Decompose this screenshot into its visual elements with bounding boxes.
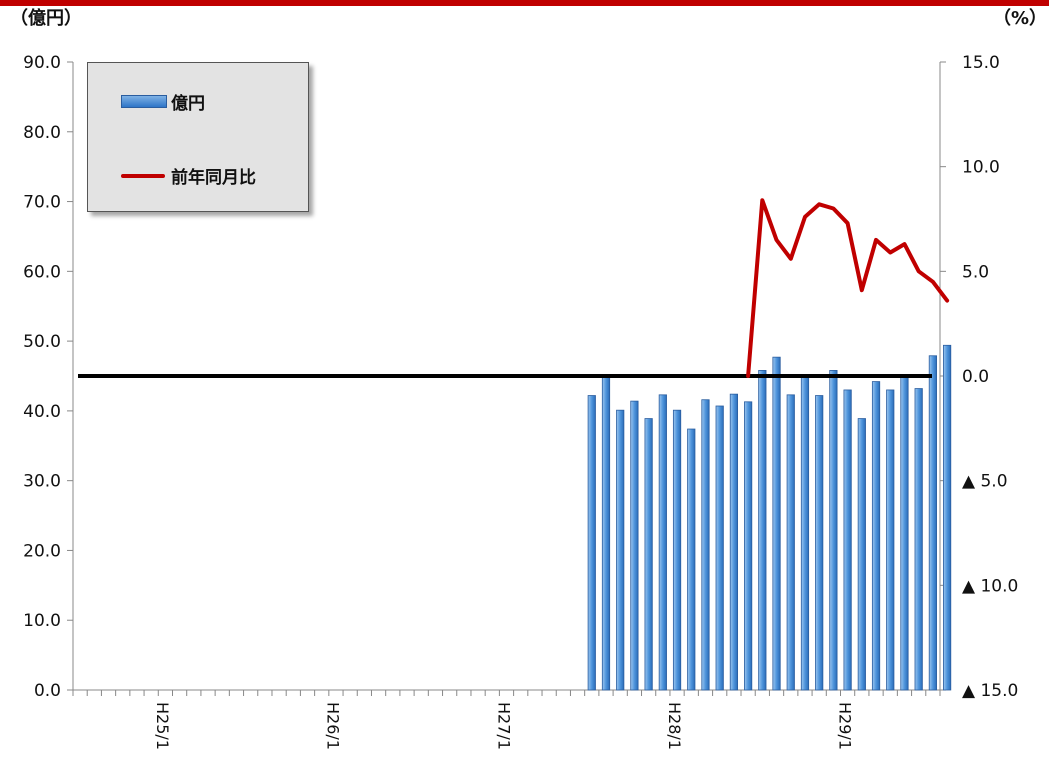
y-left-tick-label: 80.0	[23, 123, 61, 143]
legend-label-line: 前年同月比	[171, 168, 256, 188]
bar	[914, 388, 923, 691]
bar	[644, 418, 653, 691]
top-accent-bar	[0, 0, 1049, 6]
legend-line-swatch	[121, 173, 165, 178]
bar	[886, 389, 895, 691]
legend: 億円 前年同月比	[87, 62, 309, 212]
bar	[630, 400, 639, 691]
left-axis-unit: （億円）	[10, 8, 82, 29]
x-tick-label: H25/1	[153, 702, 172, 750]
bar	[800, 376, 810, 691]
right-axis-unit: （%）	[992, 8, 1047, 29]
x-tick-label: H28/1	[665, 702, 684, 750]
bar	[815, 395, 824, 691]
y-right-tick-label: ▲ 15.0	[962, 681, 1018, 701]
bar	[871, 381, 881, 691]
x-tick-label: H29/1	[835, 702, 854, 750]
bar	[943, 344, 952, 691]
bar	[786, 394, 795, 691]
y-right-tick-label: 15.0	[962, 53, 1000, 73]
bar	[687, 428, 696, 691]
y-left-tick-label: 0.0	[34, 681, 61, 701]
legend-bar-swatch	[121, 95, 167, 108]
bar	[715, 405, 724, 691]
y-left-tick-label: 10.0	[23, 611, 61, 631]
x-tick-label: H26/1	[324, 702, 343, 750]
y-left-tick-label: 30.0	[23, 472, 61, 492]
bar	[729, 393, 739, 691]
y-left-tick-label: 90.0	[23, 53, 61, 73]
y-left-tick-label: 50.0	[23, 332, 61, 352]
bar	[587, 395, 596, 691]
bar	[658, 394, 667, 691]
y-right-tick-label: ▲ 5.0	[962, 472, 1008, 492]
bar	[601, 376, 611, 691]
bar	[758, 370, 767, 691]
y-left-tick-label: 40.0	[23, 402, 61, 422]
y-right-tick-label: ▲ 10.0	[962, 576, 1018, 596]
yoy-line	[746, 198, 950, 378]
bar	[843, 389, 852, 691]
bar	[772, 356, 781, 691]
y-right-tick-label: 10.0	[962, 158, 1000, 178]
legend-item-bars: 億円	[121, 89, 205, 114]
bar	[857, 418, 866, 691]
y-left-tick-label: 60.0	[23, 262, 61, 282]
bar	[928, 355, 937, 691]
bar	[900, 375, 909, 691]
y-left-tick-label: 20.0	[23, 541, 61, 561]
bar	[829, 370, 838, 691]
bar	[744, 401, 753, 691]
x-tick-label: H27/1	[494, 702, 513, 750]
bar	[701, 399, 710, 691]
y-right-tick-label: 0.0	[962, 367, 989, 387]
y-left-tick-label: 70.0	[23, 193, 61, 213]
y-right-tick-label: 5.0	[962, 262, 989, 282]
bar	[616, 409, 625, 691]
legend-label-bars: 億円	[171, 94, 205, 114]
legend-item-line: 前年同月比	[121, 163, 256, 188]
bar	[672, 409, 682, 691]
